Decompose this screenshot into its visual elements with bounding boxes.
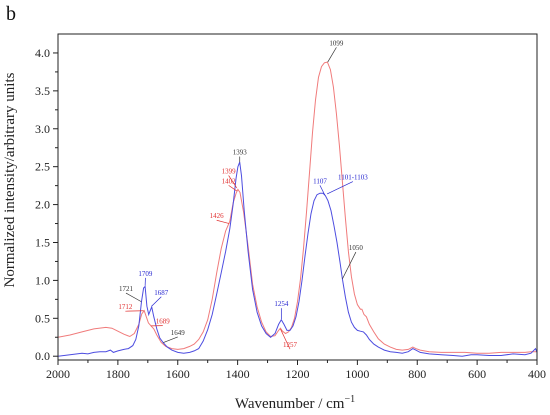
x-tick-label: 1800: [106, 367, 130, 381]
x-tick-label: 400: [528, 367, 546, 381]
y-axis-title: Normalized intensity/arbitrary units: [2, 72, 18, 287]
peak-annotation-leader: [125, 292, 142, 302]
series-line-red: [58, 61, 537, 354]
x-tick-label: 1600: [166, 367, 190, 381]
peak-annotation-label: 1393: [233, 149, 248, 157]
peak-annotation-label: 1649: [171, 329, 186, 337]
peak-annotation-label: 1099: [329, 39, 344, 47]
y-tick-label: 2.0: [35, 198, 50, 212]
x-tick-label: 800: [408, 367, 426, 381]
peak-annotation-leader: [319, 185, 326, 196]
x-axis-title: Wavenumber / cm−1: [235, 394, 355, 412]
peak-annotation-label: 1399: [222, 167, 237, 175]
x-axis-title-text: Wavenumber / cm: [235, 396, 345, 412]
y-tick-label: 3.5: [35, 84, 50, 98]
peak-annotation-leader: [327, 47, 337, 63]
peak-annotation-label: 1689: [156, 318, 171, 326]
plot-area: 2000 1800 1600 1400 1200 1000 800 600 400 0.0 0.5 1…: [35, 33, 546, 381]
peak-annotation-leader: [163, 336, 178, 343]
series-line-blue: [58, 161, 537, 357]
peak-annotation-label: 1426: [210, 212, 225, 220]
y-tick-label: 4.0: [35, 46, 50, 60]
peak-annotation-leader: [280, 328, 291, 350]
y-tick-label: 1.0: [35, 273, 50, 287]
y-tick-label: 2.5: [35, 160, 50, 174]
x-tick-label: 1000: [345, 367, 369, 381]
x-tick-label: 2000: [46, 367, 70, 381]
y-tick-label: 0.0: [35, 349, 50, 363]
peak-annotation-label: 1709: [138, 270, 153, 278]
peak-annotation-label: 1254: [274, 300, 289, 308]
x-axis-title-unit-exponent: −1: [344, 394, 355, 405]
y-tick-label: 1.5: [35, 235, 50, 249]
peak-annotation-label: 1050: [349, 244, 364, 252]
x-tick-label: 600: [468, 367, 486, 381]
x-tick-label: 1200: [286, 367, 310, 381]
y-tick-label: 3.0: [35, 122, 50, 136]
peak-annotation-label: 1107: [313, 177, 327, 185]
peak-annotation-leader: [216, 219, 230, 224]
peak-annotation-leader: [151, 296, 162, 307]
peak-annotation-label: 1101-1103: [338, 174, 368, 182]
peak-annotation-label: 1402: [222, 177, 237, 185]
peak-annotation-leader: [228, 175, 238, 189]
peak-annotation-leader: [228, 185, 237, 192]
peak-annotation-leader: [326, 181, 354, 195]
peak-annotation-leader: [342, 251, 357, 280]
y-tick-label: 0.5: [35, 311, 50, 325]
peak-annotation-label: 1712: [118, 303, 133, 311]
panel-label: b: [6, 3, 16, 25]
peak-annotation-label: 1257: [283, 341, 298, 349]
peak-annotation-label: 1721: [119, 285, 134, 293]
x-tick-label: 1400: [226, 367, 250, 381]
peak-annotation-label: 1687: [154, 289, 169, 297]
